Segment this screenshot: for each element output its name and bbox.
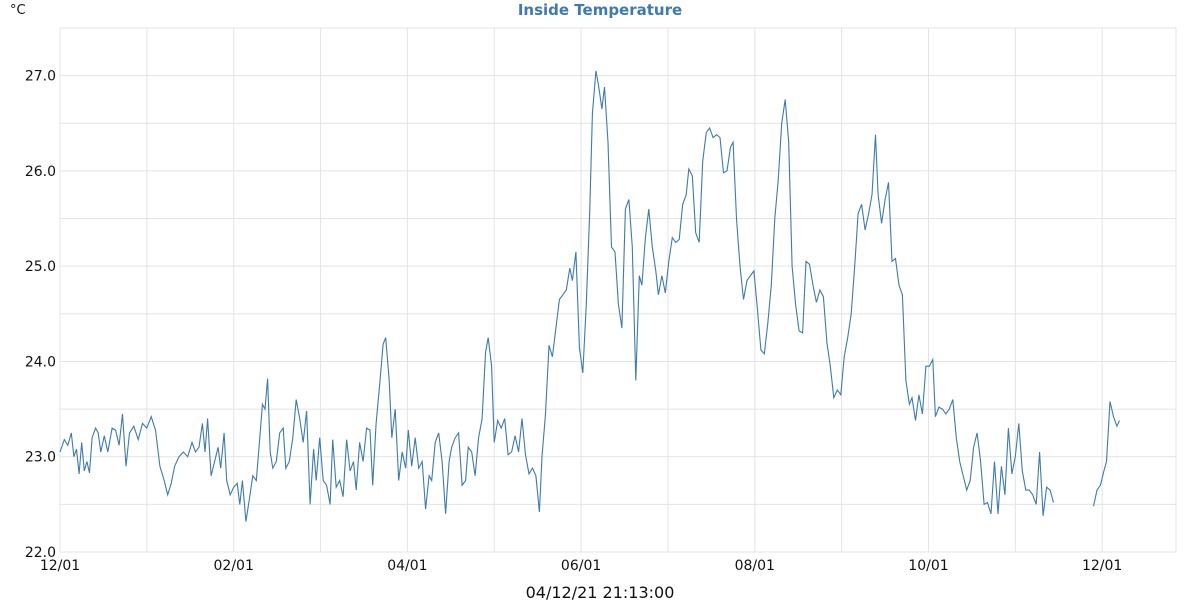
y-axis: 22.0 23.0 24.0 25.0 26.0 27.0 (25, 69, 56, 561)
y-tick-label: 27.0 (25, 69, 56, 85)
series-line-segment (1092, 401, 1121, 507)
x-tick-label: 10/01 (908, 558, 948, 574)
x-tick-label: 06/01 (561, 558, 601, 574)
x-axis: 12/01 02/01 04/01 06/01 08/01 10/01 12/01 (40, 558, 1123, 574)
y-tick-label: 26.0 (25, 164, 56, 180)
chart-title: Inside Temperature (518, 1, 682, 19)
x-tick-label: 02/01 (214, 558, 254, 574)
grid (59, 27, 1177, 553)
y-tick-label: 22.0 (25, 545, 56, 561)
series-line-segment (59, 70, 1055, 522)
series-inside-temperature (59, 70, 1121, 522)
x-tick-label: 12/01 (40, 558, 80, 574)
x-tick-label: 12/01 (1082, 558, 1122, 574)
y-tick-label: 23.0 (25, 450, 56, 466)
y-tick-label: 25.0 (25, 259, 56, 275)
y-axis-unit-label: °C (10, 3, 26, 18)
y-tick-label: 24.0 (25, 354, 56, 370)
x-tick-label: 04/01 (387, 558, 427, 574)
timestamp-label: 04/12/21 21:13:00 (526, 583, 675, 600)
x-tick-label: 08/01 (735, 558, 775, 574)
